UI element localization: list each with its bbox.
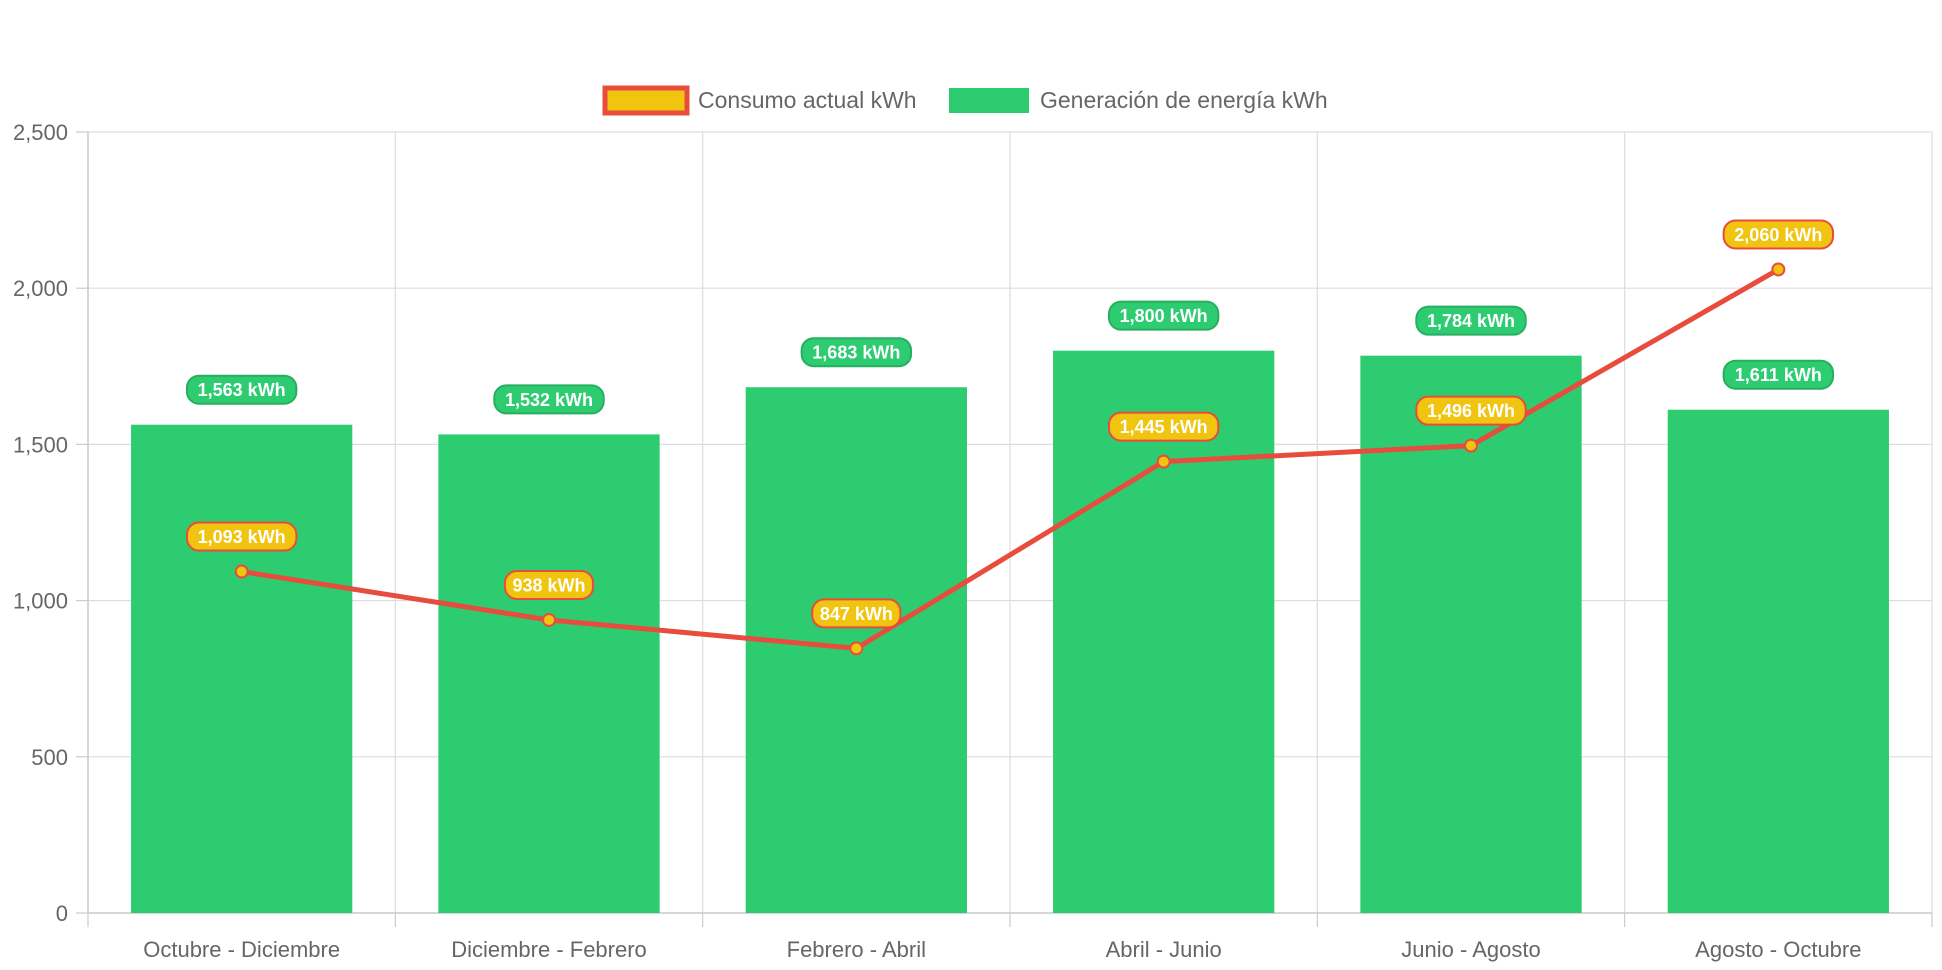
legend-item-generation[interactable]: Generación de energía kWh <box>949 87 1328 113</box>
point-consumption[interactable] <box>849 641 864 656</box>
data-label-generation-bg <box>800 337 913 368</box>
data-label-generation-bg <box>1107 300 1220 331</box>
data-label-generation-text: 1,532 kWh <box>505 390 593 410</box>
data-label-consumption-bg <box>1415 395 1527 426</box>
y-tick-label: 500 <box>31 745 68 770</box>
x-tick-label: Junio - Agosto <box>1401 937 1540 962</box>
data-label-consumption-text: 1,445 kWh <box>1120 417 1208 437</box>
data-label-consumption-bg <box>1107 411 1220 442</box>
data-label-consumption: 1,093 kWh <box>185 521 298 552</box>
y-tick-label: 1,000 <box>13 589 68 614</box>
data-label-generation-text: 1,784 kWh <box>1427 311 1515 331</box>
x-tick-label: Abril - Junio <box>1106 937 1222 962</box>
bar-generation[interactable] <box>1667 409 1889 913</box>
data-label-generation: 1,800 kWh <box>1107 300 1220 331</box>
legend-swatch-consumption <box>602 85 690 116</box>
legend-label-consumption: Consumo actual kWh <box>698 87 917 113</box>
data-label-consumption: 1,445 kWh <box>1107 411 1220 442</box>
data-label-consumption-text: 1,093 kWh <box>198 527 286 547</box>
data-label-consumption: 1,496 kWh <box>1415 395 1527 426</box>
data-label-consumption-text: 2,060 kWh <box>1734 225 1822 245</box>
data-label-generation-text: 1,800 kWh <box>1120 306 1208 326</box>
data-label-consumption: 847 kWh <box>811 598 902 629</box>
data-label-generation-text: 1,683 kWh <box>812 343 900 363</box>
data-label-generation: 1,611 kWh <box>1722 359 1835 390</box>
data-label-consumption-text: 847 kWh <box>820 604 893 624</box>
x-tick-label: Diciembre - Febrero <box>451 937 647 962</box>
axes: 0 500 1,000 1,500 2,000 2,500 Octubre - Diciem… <box>13 120 1933 962</box>
data-label-consumption-text: 938 kWh <box>512 575 585 595</box>
x-tick-label: Agosto - Octubre <box>1695 937 1861 962</box>
data-label-consumption-text: 1,496 kWh <box>1427 401 1515 421</box>
y-tick-label: 2,000 <box>13 276 68 301</box>
legend-item-consumption[interactable]: Consumo actual kWh <box>602 85 917 116</box>
data-label-consumption-bg <box>503 569 595 600</box>
data-label-generation-bg <box>185 374 298 405</box>
data-label-generation-bg <box>493 384 605 415</box>
data-label-generation-bg <box>1722 359 1835 390</box>
bar-generation[interactable] <box>438 434 660 913</box>
y-tick-label: 2,500 <box>13 120 68 145</box>
data-label-consumption-bg <box>811 598 902 629</box>
y-tick-label: 0 <box>56 901 68 926</box>
x-tick-label: Febrero - Abril <box>787 937 926 962</box>
data-label-generation-text: 1,563 kWh <box>198 380 286 400</box>
data-label-generation: 1,532 kWh <box>493 384 605 415</box>
bar-generation[interactable] <box>1053 350 1275 913</box>
data-label-generation: 1,683 kWh <box>800 337 913 368</box>
point-consumption[interactable] <box>1156 454 1171 469</box>
point-consumption[interactable] <box>1771 262 1786 277</box>
legend: Consumo actual kWh Generación de energía… <box>602 85 1328 116</box>
data-label-generation-text: 1,611 kWh <box>1735 365 1822 385</box>
point-consumption[interactable] <box>542 612 556 627</box>
data-label-consumption-bg <box>1722 219 1835 250</box>
point-consumption[interactable] <box>1464 438 1478 453</box>
data-label-consumption: 938 kWh <box>503 569 595 600</box>
legend-swatch-generation <box>949 88 1029 113</box>
data-label-generation-bg <box>1415 305 1527 336</box>
data-label-generation: 1,784 kWh <box>1415 305 1527 336</box>
data-labels: 1,563 kWh 1,532 kWh 1,683 kWh 1,800 kWh 1,78… <box>185 219 1835 629</box>
x-tick-label: Octubre - Diciembre <box>143 937 340 962</box>
legend-label-generation: Generación de energía kWh <box>1040 87 1328 113</box>
bar-generation[interactable] <box>131 424 353 913</box>
data-label-generation: 1,563 kWh <box>185 374 298 405</box>
grid-lines <box>87 131 1933 914</box>
data-label-consumption: 2,060 kWh <box>1722 219 1835 250</box>
data-label-consumption-bg <box>185 521 298 552</box>
point-consumption[interactable] <box>234 564 249 579</box>
y-tick-label: 1,500 <box>13 432 68 457</box>
